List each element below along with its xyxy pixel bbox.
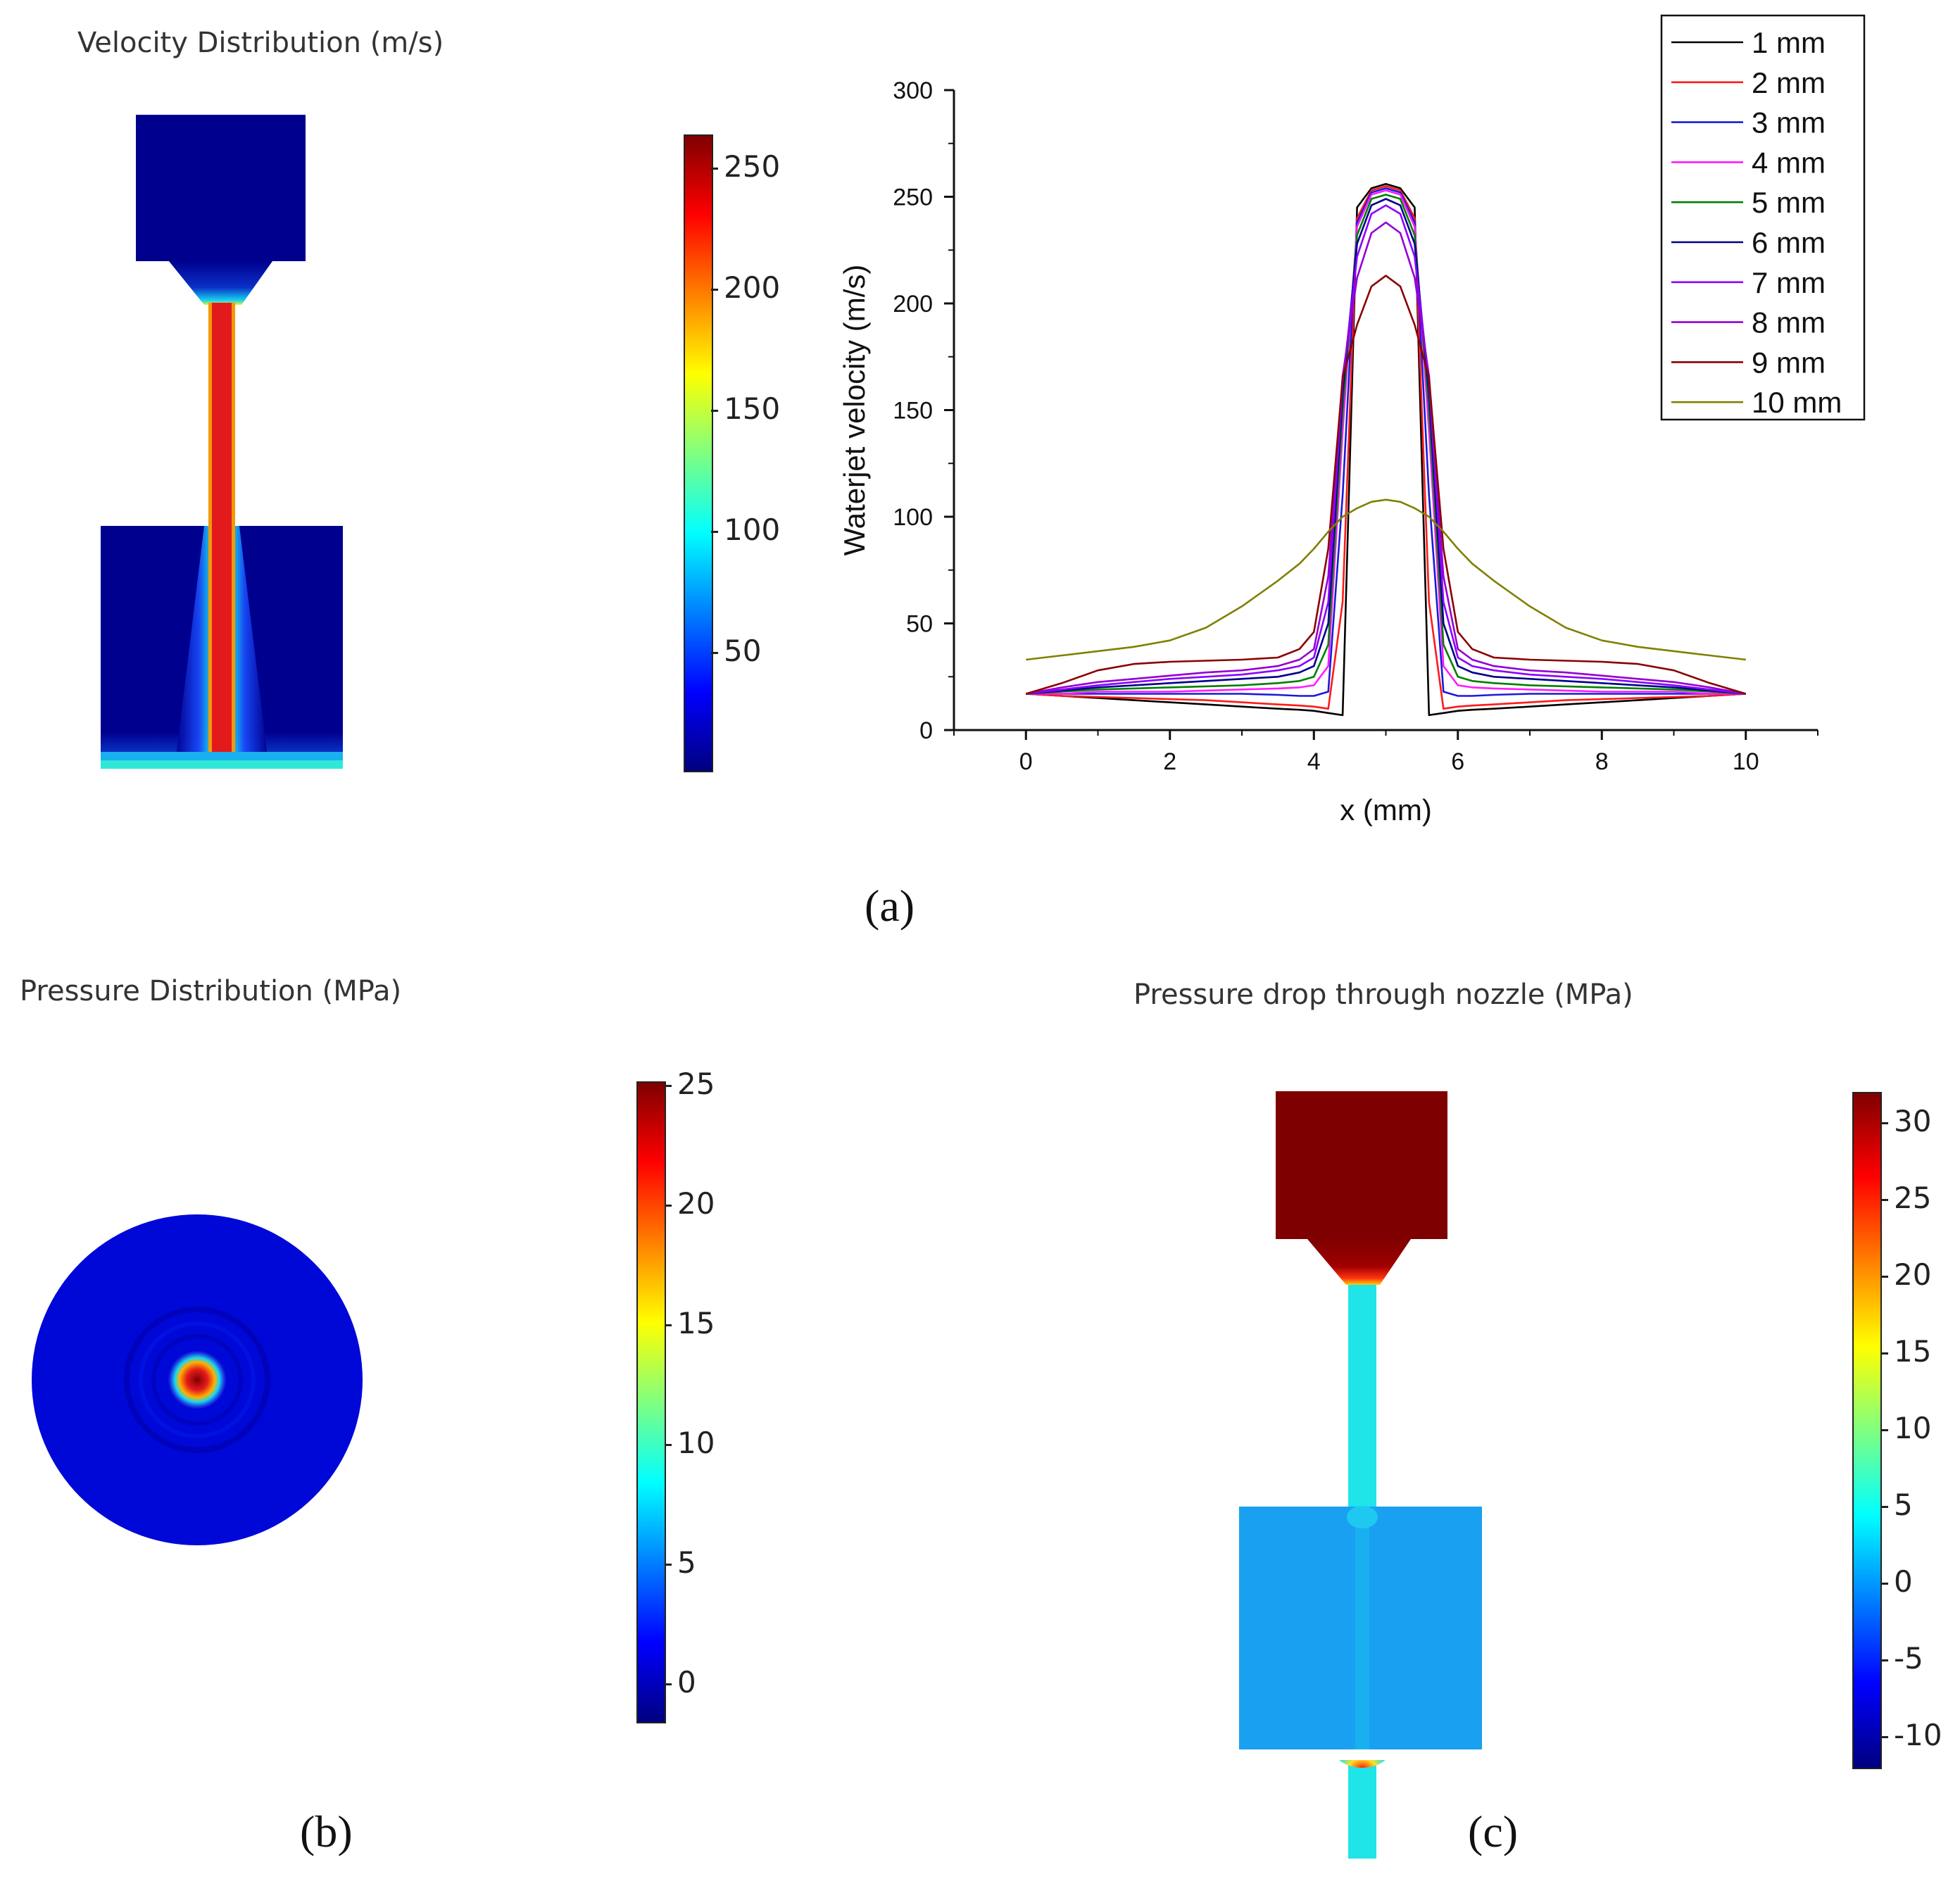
- panel-a-colorbar-tick-mark: [711, 410, 718, 412]
- pressure-nozzle-cone: [1307, 1239, 1411, 1285]
- legend-entry: 10 mm: [1752, 386, 1842, 419]
- panel-c-colorbar-tick: -10: [1894, 1718, 1942, 1752]
- panel-c-colorbar-tick-mark: [1881, 1276, 1888, 1278]
- series-line-3mm: [1026, 187, 1746, 697]
- panel-c-colorbar-tick: 20: [1894, 1257, 1932, 1292]
- velocity-focus-tube: [208, 303, 235, 760]
- legend-entry: 7 mm: [1752, 266, 1826, 299]
- pressure-colorbar: [636, 1081, 666, 1723]
- panel-c-colorbar-tick: 0: [1894, 1564, 1913, 1599]
- panel-a-colorbar-tick: 150: [724, 391, 781, 426]
- panel-c-colorbar-tick-mark: [1881, 1122, 1888, 1124]
- y-tick-label: 200: [893, 291, 933, 318]
- panel-c-colorbar-tick-mark: [1881, 1352, 1888, 1355]
- panel-c-colorbar-tick-mark: [1881, 1506, 1888, 1508]
- panel-a-colorbar-tick-mark: [711, 652, 718, 654]
- panel-c-colorbar-tick-mark: [1881, 1659, 1888, 1661]
- panel-b-colorbar-tick-mark: [665, 1564, 672, 1566]
- legend-entry: 3 mm: [1752, 106, 1826, 139]
- pressure-drop-title: Pressure drop through nozzle (MPa): [1133, 979, 1633, 1011]
- pressure-hotspot: [168, 1350, 227, 1409]
- velocity-upper-chamber: [136, 115, 306, 261]
- panel-b-colorbar-tick: 10: [677, 1426, 715, 1460]
- pressure-upper-chamber: [1276, 1091, 1447, 1239]
- y-tick-label: 100: [893, 504, 933, 531]
- panel-c-colorbar-tick-mark: [1881, 1583, 1888, 1585]
- caption-b: (b): [300, 1806, 353, 1856]
- series-line-10mm: [1026, 498, 1746, 661]
- panel-a-colorbar-tick: 100: [724, 513, 781, 547]
- series-line-7mm: [1026, 204, 1746, 695]
- panel-c-colorbar-tick-mark: [1881, 1429, 1888, 1431]
- y-axis-label: Waterjet velocity (m/s): [838, 265, 871, 556]
- panel-a-colorbar-tick-mark: [711, 531, 718, 533]
- x-tick-label: 8: [1595, 748, 1609, 775]
- series-line-6mm: [1026, 198, 1746, 695]
- panel-b-colorbar-tick: 5: [677, 1545, 696, 1580]
- caption-c: (c): [1468, 1806, 1519, 1856]
- panel-c-colorbar-tick-mark: [1881, 1199, 1888, 1201]
- velocity-field: [101, 115, 343, 769]
- panel-b-colorbar-tick-mark: [665, 1205, 672, 1207]
- panel-a-colorbar-tick: 50: [724, 634, 762, 668]
- pressure-drop-colorbar: [1852, 1092, 1882, 1769]
- series-line-9mm: [1025, 275, 1747, 695]
- panel-c-colorbar-tick-mark: [1881, 1736, 1888, 1738]
- y-tick-label: 300: [893, 77, 933, 104]
- panel-b-colorbar-tick: 0: [677, 1665, 696, 1699]
- panel-a-colorbar-tick: 250: [724, 149, 781, 184]
- panel-c-colorbar-tick: 10: [1894, 1411, 1932, 1445]
- panel-c-colorbar-tick: -5: [1894, 1641, 1923, 1676]
- series-line-4mm: [1026, 189, 1746, 695]
- legend-entry: 1 mm: [1752, 26, 1826, 59]
- x-tick-label: 6: [1451, 748, 1464, 775]
- x-tick-label: 10: [1733, 748, 1759, 775]
- legend-entry: 2 mm: [1752, 66, 1826, 99]
- legend-entry: 8 mm: [1752, 306, 1826, 339]
- series-line-1mm: [1026, 183, 1746, 717]
- series-line-5mm: [1026, 194, 1746, 695]
- panel-b-colorbar-tick-mark: [665, 1444, 672, 1446]
- velocity-nozzle-cone: [169, 261, 272, 305]
- pressure-drop-field: [1239, 1091, 1482, 1859]
- legend-entry: 9 mm: [1752, 346, 1826, 379]
- panel-a-colorbar-tick: 200: [724, 270, 781, 305]
- panel-c-colorbar-tick: 30: [1894, 1104, 1932, 1138]
- series-line-2mm: [1026, 185, 1746, 710]
- legend-entry: 4 mm: [1752, 146, 1826, 179]
- pressure-cross-section: [32, 1214, 363, 1545]
- panel-c-colorbar-tick: 25: [1894, 1181, 1932, 1215]
- velocity-colorbar: [684, 134, 713, 772]
- legend-entry: 6 mm: [1752, 226, 1826, 259]
- panel-b-colorbar-tick-mark: [665, 1324, 672, 1326]
- panel-b-colorbar-tick: 15: [677, 1306, 715, 1340]
- y-tick-label: 50: [906, 611, 933, 638]
- panel-a-colorbar-tick-mark: [711, 168, 718, 170]
- panel-b-colorbar-tick: 20: [677, 1186, 715, 1221]
- x-tick-label: 4: [1307, 748, 1321, 775]
- legend-entry: 5 mm: [1752, 186, 1826, 219]
- velocity-distribution-title: Velocity Distribution (m/s): [77, 27, 444, 59]
- y-tick-label: 0: [919, 717, 933, 744]
- panel-b-colorbar-tick-mark: [665, 1085, 672, 1087]
- panel-b-colorbar-tick-mark: [665, 1683, 672, 1685]
- panel-c-colorbar-tick: 15: [1894, 1334, 1932, 1369]
- panel-a-colorbar-tick-mark: [711, 289, 718, 291]
- x-tick-label: 2: [1163, 748, 1176, 775]
- y-tick-label: 150: [893, 398, 933, 425]
- panel-b-colorbar-tick: 25: [677, 1067, 715, 1101]
- series-line-8mm: [1026, 221, 1747, 695]
- pressure-distribution-title: Pressure Distribution (MPa): [20, 975, 402, 1007]
- x-axis-label: x (mm): [1340, 793, 1432, 827]
- y-tick-label: 250: [893, 184, 933, 211]
- x-tick-label: 0: [1019, 748, 1033, 775]
- panel-c-colorbar-tick: 5: [1894, 1488, 1913, 1522]
- caption-a: (a): [865, 881, 915, 931]
